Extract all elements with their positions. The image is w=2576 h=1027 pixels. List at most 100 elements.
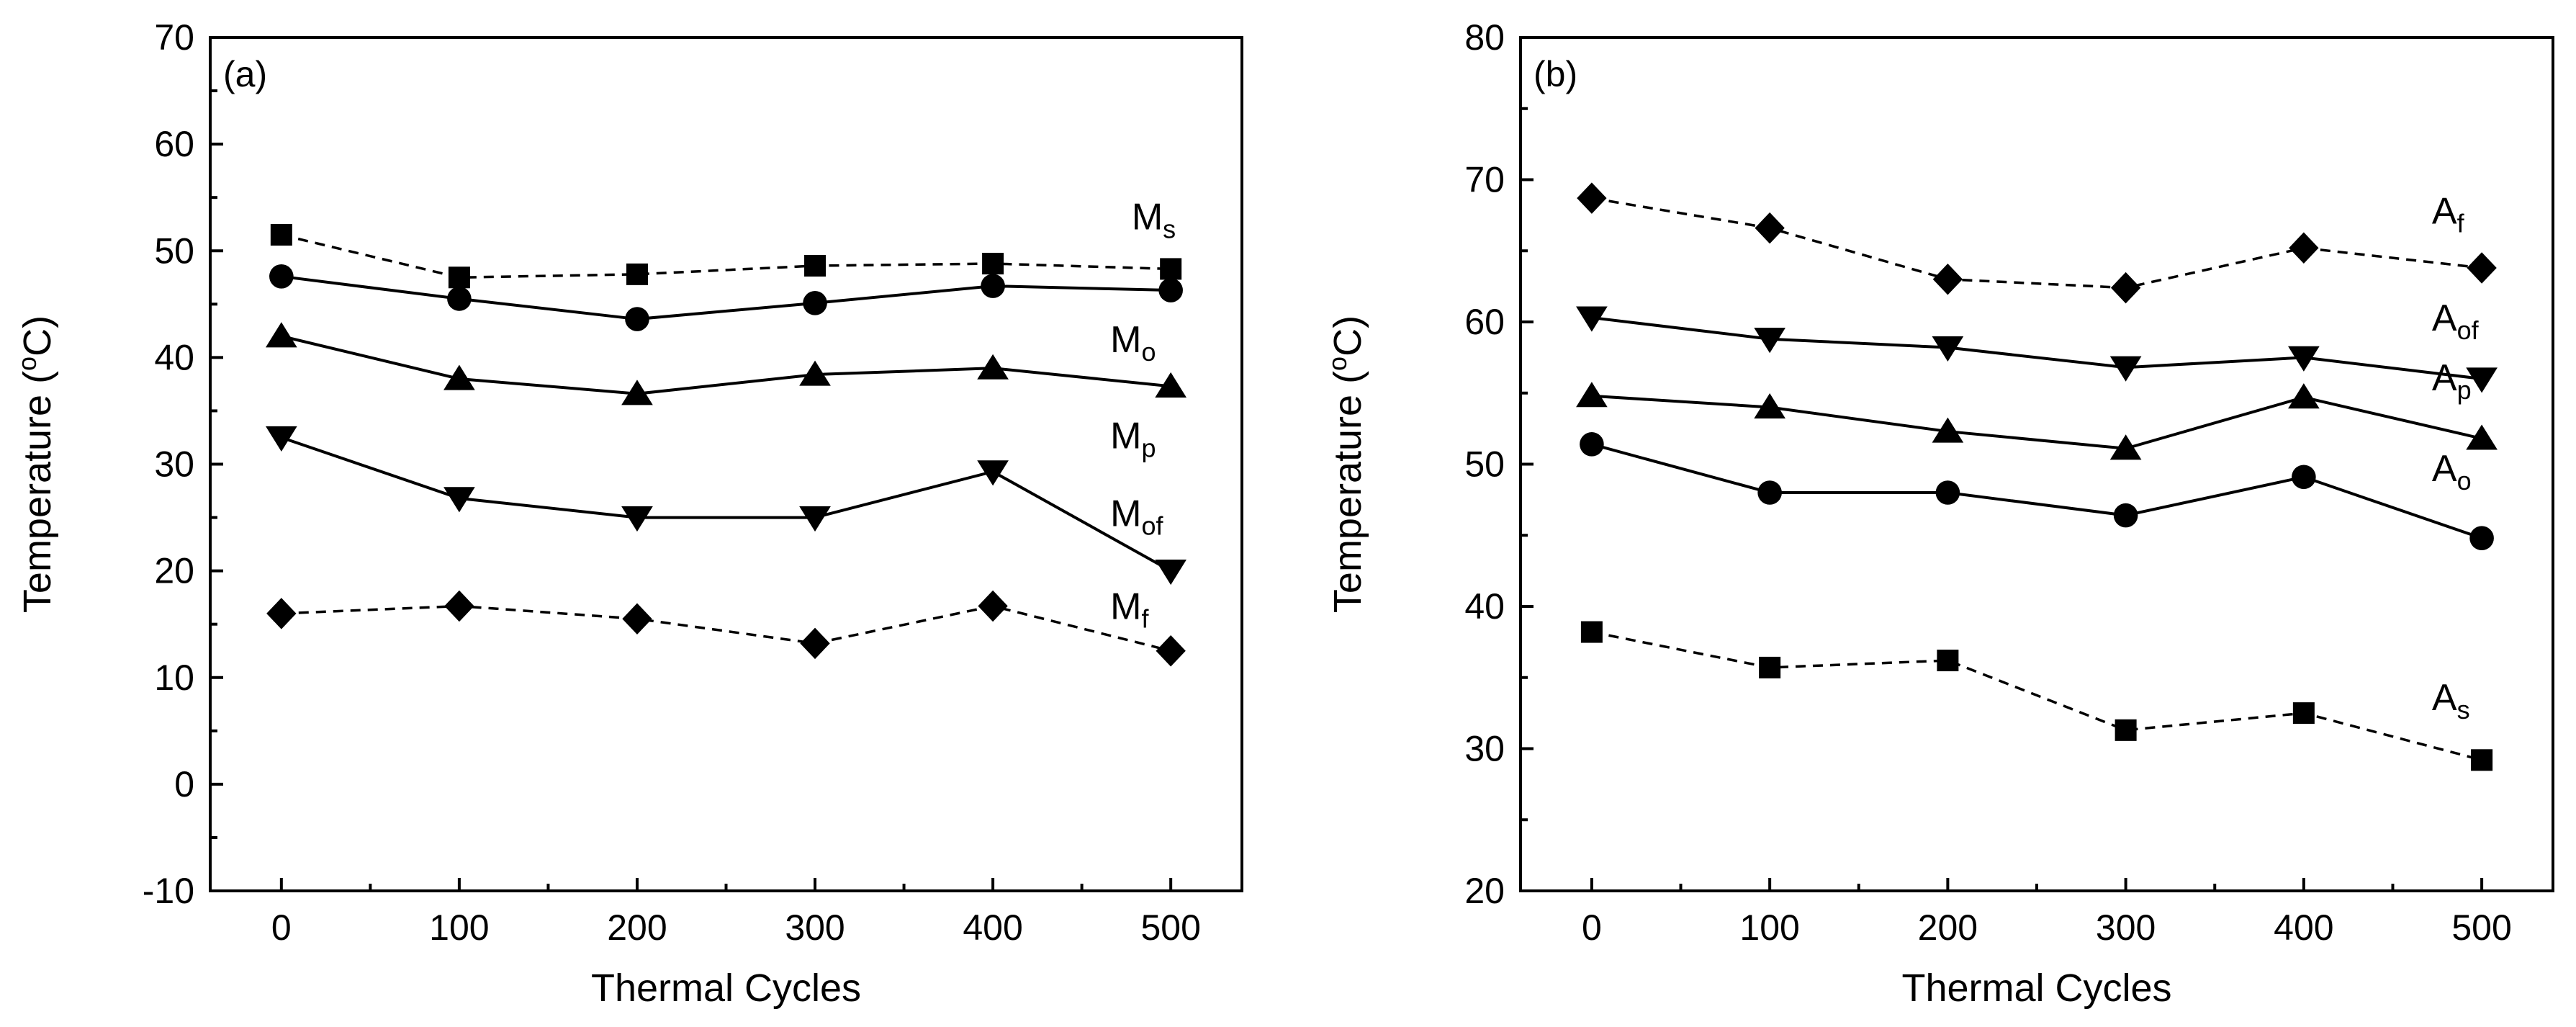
data-point-Ms [270, 224, 292, 246]
series-Mof: Mof [265, 426, 1187, 586]
chart-b: 0 100 200 300 400 500 20 30 40 50 60 70 80 Thermal Cy… [1323, 17, 2554, 1010]
data-point-Ms [982, 253, 1004, 275]
data-point-Ao [2113, 503, 2138, 528]
series-label-Mof: Mof [1110, 493, 1163, 540]
data-point-Mp [621, 380, 653, 405]
data-point-As [2471, 749, 2493, 771]
series-label-Mo: Mo [1110, 319, 1156, 367]
data-point-Ap [1576, 382, 1608, 408]
data-point-As [2292, 702, 2315, 725]
series-label-Ms: Ms [1132, 197, 1176, 244]
x-tick-label: 400 [2274, 907, 2333, 948]
panel-label: (a) [223, 54, 267, 94]
y-tick-label: 80 [1464, 17, 1505, 58]
data-point-Ap [2466, 424, 2498, 450]
data-point-Mf [978, 590, 1008, 622]
data-point-Mof [977, 460, 1009, 486]
series-label-Mf: Mf [1110, 586, 1149, 633]
series-line-Mof [281, 436, 1172, 573]
data-point-Af [2110, 272, 2141, 304]
panel-label: (b) [1534, 54, 1577, 94]
series-line-Aof [1591, 316, 2482, 380]
y-tick-label: 0 [174, 764, 194, 804]
data-point-Ms [448, 266, 470, 289]
y-tick-label: 40 [1464, 586, 1505, 627]
x-axis-label: Thermal Cycles [1901, 967, 2171, 1010]
data-point-Aof [1932, 336, 1964, 362]
data-point-Ms [626, 263, 648, 285]
series-Ap: Ap [1576, 357, 2498, 460]
data-point-Mp [265, 322, 297, 348]
data-point-Mf [266, 598, 297, 629]
data-point-As [2115, 719, 2137, 741]
series-Mo: Mo [269, 264, 1183, 367]
data-point-Aof [2109, 356, 2142, 382]
x-tick-label: 500 [2451, 907, 2511, 948]
data-point-Ao [1580, 432, 1604, 457]
series-Ao: Ao [1580, 432, 2494, 550]
data-point-As [1580, 621, 1603, 643]
data-point-Ap [1932, 417, 1964, 443]
data-point-Ms [1160, 258, 1182, 280]
chart-a: 0 100 200 300 400 500 -10 0 10 20 30 40 50 60 70 Therma… [12, 17, 1243, 1010]
x-tick-label: 0 [271, 907, 292, 948]
data-point-Mo [803, 291, 827, 315]
data-point-Mf [622, 603, 652, 635]
series-line-Mf [281, 604, 1171, 652]
y-tick-label: 40 [154, 337, 194, 377]
x-tick-label: 0 [1582, 907, 1602, 948]
data-point-Mp [1155, 372, 1187, 398]
y-tick-label: 70 [154, 17, 194, 58]
x-tick-label: 100 [1739, 907, 1799, 948]
data-point-Mo [447, 287, 472, 311]
data-point-Ao [1935, 480, 1960, 505]
y-tick-label: 50 [154, 230, 194, 271]
data-point-Mof [799, 506, 831, 532]
series-Af: Af [1577, 182, 2497, 304]
data-point-Mo [981, 274, 1005, 298]
data-point-Af [1932, 264, 1963, 295]
plot-frame [1519, 36, 2554, 892]
y-tick-label: 20 [154, 551, 194, 591]
series-Aof: Aof [1576, 297, 2498, 393]
x-tick-label: 300 [2096, 907, 2156, 948]
data-point-Aof [2466, 367, 2498, 393]
x-tick-label: 500 [1140, 907, 1200, 948]
y-tick-label: 60 [154, 124, 194, 164]
series-label-Aof: Aof [2432, 297, 2480, 345]
data-point-Af [2467, 252, 2497, 284]
x-tick-label: 200 [607, 907, 667, 948]
series-line-Mp [281, 334, 1171, 395]
series-label-Mp: Mp [1110, 415, 1156, 462]
data-point-Aof [2288, 346, 2320, 372]
plot-frame [209, 36, 1243, 892]
y-tick-label: 70 [1464, 160, 1505, 200]
series-line-Af [1591, 197, 2482, 290]
data-point-Ap [1754, 393, 1785, 419]
y-tick-label: -10 [143, 871, 194, 911]
data-point-Ao [1757, 480, 1782, 505]
data-point-Mof [1155, 560, 1187, 586]
series-line-As [1591, 630, 2482, 761]
data-point-As [1937, 650, 1959, 672]
y-tick-label: 30 [154, 444, 194, 485]
series-line-Mo [281, 274, 1171, 321]
x-tick-label: 400 [963, 907, 1022, 948]
y-tick-label: 50 [1464, 444, 1505, 485]
data-point-Mo [1158, 278, 1183, 302]
data-point-Aof [1754, 328, 1785, 354]
y-axis-label: Temperature (oC) [12, 315, 59, 613]
x-tick-label: 200 [1918, 907, 1978, 948]
data-point-Mof [443, 487, 475, 513]
data-point-Af [1577, 182, 1607, 214]
x-tick-label: 100 [429, 907, 489, 948]
data-point-Ao [2292, 465, 2316, 490]
data-point-Af [2289, 232, 2319, 264]
data-point-Mp [977, 354, 1009, 380]
series-Mp: Mp [265, 322, 1187, 462]
data-point-Mof [265, 426, 297, 452]
y-tick-label: 30 [1464, 729, 1505, 769]
data-point-Af [1755, 212, 1785, 244]
x-axis-label: Thermal Cycles [591, 967, 861, 1010]
